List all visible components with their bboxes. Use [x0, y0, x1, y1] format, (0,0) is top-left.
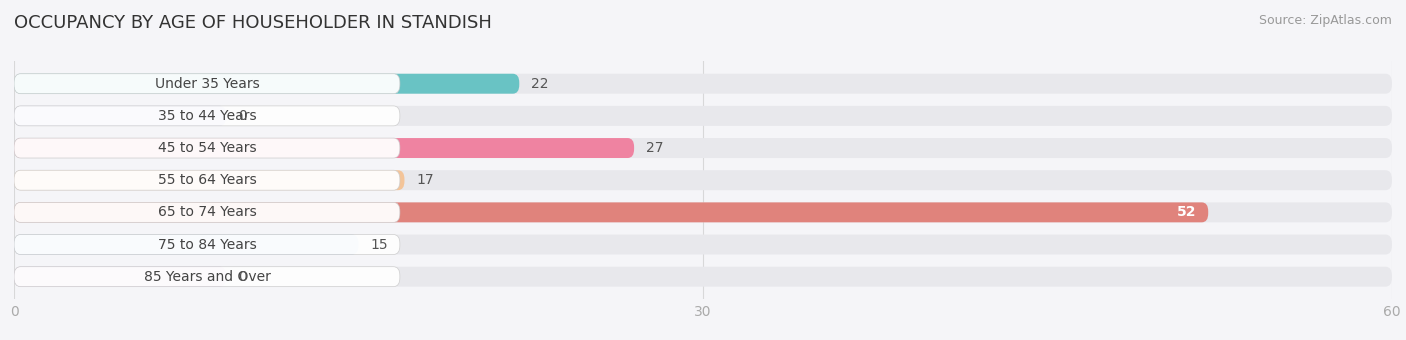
FancyBboxPatch shape — [14, 138, 634, 158]
FancyBboxPatch shape — [14, 202, 1208, 222]
FancyBboxPatch shape — [14, 235, 399, 255]
FancyBboxPatch shape — [14, 74, 519, 94]
FancyBboxPatch shape — [14, 138, 1392, 158]
FancyBboxPatch shape — [14, 74, 1392, 94]
Text: 22: 22 — [531, 77, 548, 91]
FancyBboxPatch shape — [14, 74, 399, 94]
Text: 55 to 64 Years: 55 to 64 Years — [157, 173, 256, 187]
Text: Under 35 Years: Under 35 Years — [155, 77, 259, 91]
Text: 45 to 54 Years: 45 to 54 Years — [157, 141, 256, 155]
Text: 35 to 44 Years: 35 to 44 Years — [157, 109, 256, 123]
FancyBboxPatch shape — [14, 138, 399, 158]
FancyBboxPatch shape — [14, 267, 1392, 287]
Text: 65 to 74 Years: 65 to 74 Years — [157, 205, 256, 219]
FancyBboxPatch shape — [14, 106, 399, 126]
Text: 17: 17 — [416, 173, 433, 187]
Text: Source: ZipAtlas.com: Source: ZipAtlas.com — [1258, 14, 1392, 27]
FancyBboxPatch shape — [14, 170, 1392, 190]
Text: 15: 15 — [370, 238, 388, 252]
FancyBboxPatch shape — [14, 235, 1392, 255]
Text: 0: 0 — [238, 270, 246, 284]
FancyBboxPatch shape — [14, 170, 405, 190]
FancyBboxPatch shape — [14, 267, 399, 287]
Text: 52: 52 — [1177, 205, 1197, 219]
Text: 85 Years and Over: 85 Years and Over — [143, 270, 270, 284]
FancyBboxPatch shape — [14, 106, 226, 126]
Text: OCCUPANCY BY AGE OF HOUSEHOLDER IN STANDISH: OCCUPANCY BY AGE OF HOUSEHOLDER IN STAND… — [14, 14, 492, 32]
FancyBboxPatch shape — [14, 202, 1392, 222]
FancyBboxPatch shape — [14, 170, 399, 190]
FancyBboxPatch shape — [14, 267, 226, 287]
FancyBboxPatch shape — [14, 235, 359, 255]
Text: 27: 27 — [645, 141, 664, 155]
FancyBboxPatch shape — [14, 202, 399, 222]
Text: 75 to 84 Years: 75 to 84 Years — [157, 238, 256, 252]
FancyBboxPatch shape — [14, 106, 1392, 126]
Text: 0: 0 — [238, 109, 246, 123]
